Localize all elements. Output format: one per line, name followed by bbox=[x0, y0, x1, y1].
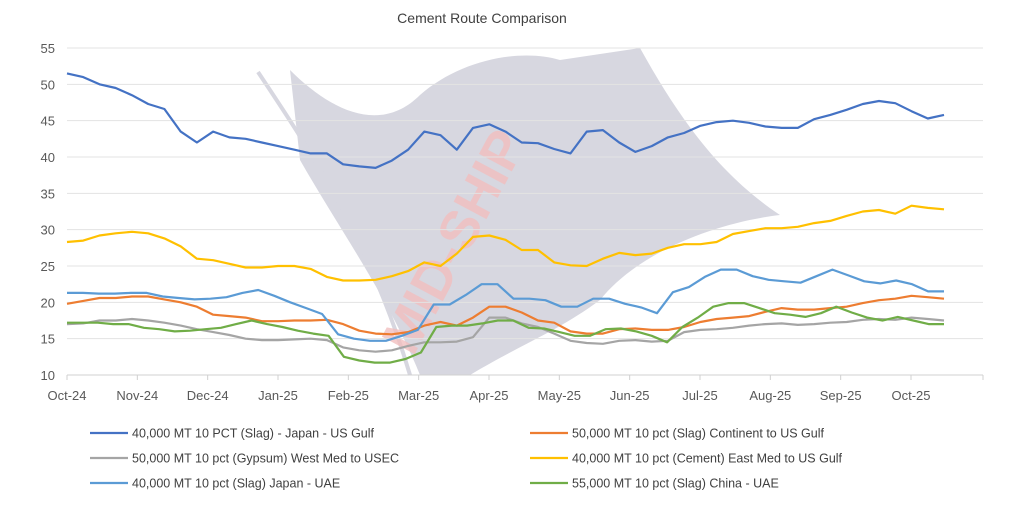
y-tick-label: 40 bbox=[41, 150, 55, 165]
x-tick-label: Apr-25 bbox=[469, 388, 508, 403]
x-tick-label: Jul-25 bbox=[682, 388, 717, 403]
series-line-5 bbox=[67, 302, 944, 364]
x-tick-label: Aug-25 bbox=[749, 388, 791, 403]
watermark-swoosh bbox=[256, 70, 412, 376]
watermark-logo: MID-SHIP bbox=[256, 48, 780, 376]
x-tick-label: May-25 bbox=[538, 388, 581, 403]
x-tick-label: Dec-24 bbox=[187, 388, 229, 403]
series-line-3 bbox=[66, 204, 945, 282]
y-tick-label: 45 bbox=[41, 114, 55, 129]
axes: 10 15 20 25 30 35 40 45 50 55 Oct-24 Nov-24 Dec-24 Ja… bbox=[41, 41, 984, 403]
legend-label: 55,000 MT 10 pct (Slag) China - UAE bbox=[572, 477, 779, 491]
x-tick-label: Feb-25 bbox=[328, 388, 369, 403]
legend-label: 40,000 MT 10 PCT (Slag) - Japan - US Gul… bbox=[132, 427, 375, 441]
legend-label: 40,000 MT 10 pct (Slag) Japan - UAE bbox=[132, 477, 340, 491]
legend: 40,000 MT 10 PCT (Slag) - Japan - US Gul… bbox=[90, 427, 843, 491]
legend-label: 50,000 MT 10 pct (Gypsum) West Med to US… bbox=[132, 452, 399, 466]
gridlines bbox=[67, 47, 983, 340]
y-tick-label: 10 bbox=[41, 368, 55, 383]
watermark-flag bbox=[290, 48, 780, 375]
series-lines bbox=[66, 72, 945, 364]
x-tick-label: Oct-25 bbox=[891, 388, 930, 403]
x-tick-label: Mar-25 bbox=[398, 388, 439, 403]
y-tick-label: 35 bbox=[41, 186, 55, 201]
x-tick-label: Jun-25 bbox=[610, 388, 650, 403]
y-tick-label: 30 bbox=[41, 223, 55, 238]
x-tick-label: Jan-25 bbox=[258, 388, 298, 403]
series-line-1 bbox=[66, 294, 945, 336]
legend-label: 40,000 MT 10 pct (Cement) East Med to US… bbox=[572, 452, 843, 466]
series-line-2 bbox=[66, 316, 945, 353]
x-tick-label: Nov-24 bbox=[116, 388, 158, 403]
y-tick-label: 20 bbox=[41, 295, 55, 310]
y-tick-label: 15 bbox=[41, 332, 55, 347]
chart-title: Cement Route Comparison bbox=[397, 10, 567, 26]
y-tick-label: 50 bbox=[41, 77, 55, 92]
y-tick-label: 55 bbox=[41, 41, 55, 56]
series-line-0 bbox=[66, 72, 945, 169]
x-tick-label: Sep-25 bbox=[820, 388, 862, 403]
x-tick-label: Oct-24 bbox=[47, 388, 86, 403]
legend-label: 50,000 MT 10 pct (Slag) Continent to US … bbox=[572, 427, 825, 441]
series-line-4 bbox=[67, 268, 944, 342]
y-tick-label: 25 bbox=[41, 259, 55, 274]
